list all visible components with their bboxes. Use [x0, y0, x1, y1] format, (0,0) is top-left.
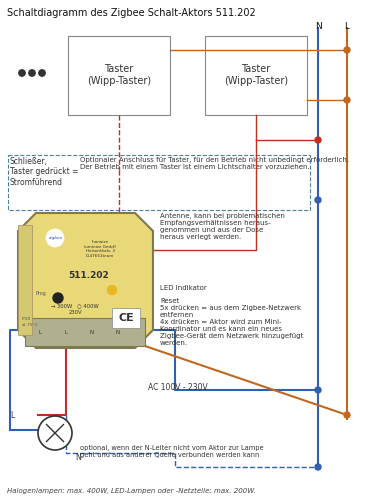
Bar	[68, 36, 170, 115]
Circle shape	[315, 387, 321, 393]
Text: N: N	[90, 330, 94, 336]
Text: zigbee: zigbee	[48, 236, 62, 240]
Circle shape	[53, 293, 63, 303]
Bar	[205, 36, 307, 115]
Bar	[8, 155, 310, 210]
Text: ≤ 75°C: ≤ 75°C	[22, 323, 38, 327]
Circle shape	[46, 229, 64, 247]
Text: L: L	[39, 330, 41, 336]
Text: Schaltdiagramm des Zigbee Schalt-Aktors 511.202: Schaltdiagramm des Zigbee Schalt-Aktors …	[7, 8, 256, 18]
Circle shape	[315, 464, 321, 470]
Text: 511.202: 511.202	[68, 270, 109, 280]
Text: Prog: Prog	[35, 291, 46, 296]
Circle shape	[38, 416, 72, 450]
Circle shape	[344, 47, 350, 53]
Text: → 300W   ○ 400W: → 300W ○ 400W	[51, 303, 99, 308]
Text: N: N	[315, 22, 321, 31]
Circle shape	[315, 137, 321, 143]
Circle shape	[29, 70, 35, 76]
Text: LED Indikator: LED Indikator	[160, 285, 207, 291]
Circle shape	[344, 412, 350, 418]
Bar	[25, 318, 145, 346]
Text: Taster
(Wipp-Taster): Taster (Wipp-Taster)	[87, 64, 151, 86]
Text: L: L	[345, 22, 349, 31]
Text: N: N	[75, 454, 81, 462]
Text: CE: CE	[118, 313, 134, 323]
Bar	[18, 225, 32, 335]
Text: IP20: IP20	[22, 317, 31, 321]
Polygon shape	[18, 213, 153, 348]
Text: AC 100V - 230V: AC 100V - 230V	[148, 384, 208, 392]
Circle shape	[344, 97, 350, 103]
Text: Reset
5x drücken = aus dem Zigbee-Netzwerk
entfernen
4x drücken = Aktor wird zum: Reset 5x drücken = aus dem Zigbee-Netzwe…	[160, 298, 303, 346]
Text: Antenne, kann bei problematischen
Empfangsverhältnissen heraus-
genommen und aus: Antenne, kann bei problematischen Empfan…	[160, 213, 285, 240]
Circle shape	[108, 286, 116, 294]
Text: L: L	[65, 330, 68, 336]
Text: Schließer,
Taster gedrückt =
Stromführend: Schließer, Taster gedrückt = Stromführen…	[10, 157, 79, 187]
Bar	[112, 308, 140, 328]
Circle shape	[315, 197, 321, 203]
Text: Taster
(Wipp-Taster): Taster (Wipp-Taster)	[224, 64, 288, 86]
Text: L: L	[10, 412, 14, 420]
Text: ihorwize
luminize GmbH
Helsenthals, 3
D-47651teum: ihorwize luminize GmbH Helsenthals, 3 D-…	[84, 240, 116, 258]
Circle shape	[19, 70, 25, 76]
Text: 230V: 230V	[68, 310, 82, 315]
Text: Optionaler Anschluss für Taster, für den Betrieb nicht unbedingt erforderlich.
D: Optionaler Anschluss für Taster, für den…	[80, 157, 349, 170]
Text: N: N	[116, 330, 120, 336]
Circle shape	[39, 70, 45, 76]
Text: Halogenlampen: max. 400W, LED-Lampen oder -Netzteile: max. 200W.: Halogenlampen: max. 400W, LED-Lampen ode…	[7, 488, 256, 494]
Text: optional, wenn der N-Leiter nicht vom Aktor zur Lampe
geht und aus anderer Quell: optional, wenn der N-Leiter nicht vom Ak…	[80, 445, 264, 458]
